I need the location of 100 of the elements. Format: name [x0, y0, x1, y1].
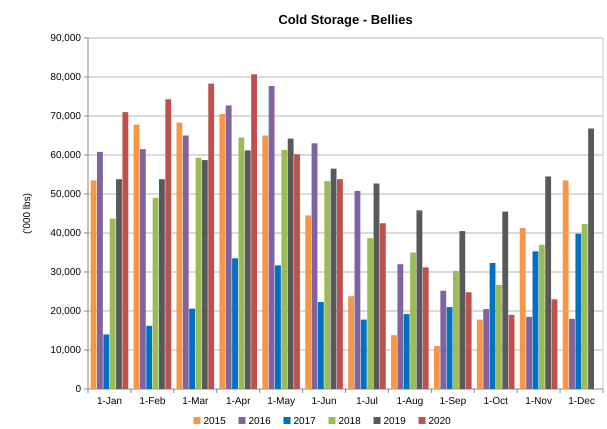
bar: [367, 238, 374, 389]
bar: [397, 264, 404, 389]
bar: [288, 138, 294, 389]
bar: [483, 309, 490, 389]
legend-label: 2019: [384, 416, 406, 427]
bar: [152, 198, 158, 389]
bar: [453, 270, 459, 389]
bar: [182, 136, 189, 389]
x-tick-label: 1-Jun: [312, 396, 337, 407]
bar: [312, 143, 318, 389]
bar: [404, 314, 410, 389]
x-tick-label: 1-Oct: [483, 396, 508, 407]
bar: [569, 318, 575, 389]
bar: [330, 168, 336, 389]
bar: [588, 128, 594, 389]
bar: [158, 179, 165, 389]
bar: [466, 292, 472, 389]
bar: [134, 124, 140, 389]
x-tick-label: 1-Aug: [396, 396, 424, 407]
bar: [538, 244, 545, 389]
bar: [244, 150, 251, 389]
x-tick-label: 1-Jan: [96, 396, 122, 407]
bar: [422, 267, 429, 389]
bar: [416, 210, 422, 389]
bar: [545, 176, 552, 389]
bar: [103, 334, 110, 389]
bar: [562, 180, 569, 389]
legend-label: 2015: [204, 416, 226, 427]
bar: [251, 74, 258, 389]
y-tick-label: 20,000: [50, 306, 82, 318]
bar: [90, 180, 96, 389]
bar: [532, 251, 538, 389]
legend-label: 2017: [294, 416, 316, 427]
bar: [446, 307, 453, 389]
bar: [575, 234, 582, 389]
bar: [176, 122, 182, 389]
bar: [116, 179, 122, 389]
bar: [202, 160, 208, 389]
bar: [219, 114, 226, 389]
bar: [520, 228, 526, 389]
bar: [360, 320, 367, 389]
bar: [476, 320, 483, 389]
y-tick-label: 70,000: [50, 111, 82, 122]
bar: [281, 150, 288, 389]
bar: [502, 212, 508, 389]
bar: [146, 326, 152, 389]
bar: [459, 231, 466, 389]
chart-title: Cold Storage - Bellies: [278, 12, 413, 27]
bar: [582, 224, 588, 389]
bar: [391, 335, 397, 389]
legend-label: 2018: [338, 416, 362, 427]
bar: [348, 296, 354, 389]
y-tick-label: 40,000: [50, 228, 82, 240]
bar: [294, 154, 300, 389]
x-tick-label: 1-Sep: [439, 396, 467, 407]
bar: [552, 299, 558, 389]
bar: [208, 84, 214, 389]
y-tick-label: 90,000: [50, 33, 82, 44]
x-tick-label: 1-Dec: [568, 396, 595, 407]
bar: [526, 316, 532, 389]
bar: [380, 223, 386, 389]
bar: [226, 105, 232, 389]
bar: [97, 152, 103, 389]
bar: [165, 99, 172, 389]
bar: [496, 284, 502, 389]
x-tick-label: 1-Nov: [525, 396, 552, 407]
x-tick-label: 1-Feb: [139, 396, 166, 407]
y-tick-label: 0: [75, 384, 82, 396]
bar: [318, 302, 324, 389]
y-tick-label: 10,000: [50, 345, 82, 356]
bar: [238, 137, 244, 389]
bar: [337, 179, 343, 389]
bar: [110, 218, 116, 389]
bar: [374, 183, 380, 389]
bar: [232, 258, 238, 389]
bar: [354, 190, 360, 389]
x-tick-label: 1-Apr: [226, 396, 252, 407]
x-tick-label: 1-May: [267, 396, 296, 407]
legend-label: 2016: [248, 416, 272, 427]
y-tick-label: 60,000: [50, 150, 82, 162]
bar: [324, 181, 330, 389]
bar: [410, 252, 416, 389]
y-tick-label: 50,000: [50, 189, 82, 200]
bar: [140, 149, 146, 389]
bar: [262, 136, 268, 389]
y-tick-label: 80,000: [50, 72, 82, 84]
bar: [440, 290, 446, 389]
bar: [122, 112, 128, 389]
bar: [508, 314, 515, 389]
bar: [434, 346, 440, 389]
bar: [275, 265, 281, 389]
x-tick-label: 1-Jul: [356, 396, 378, 407]
bar: [196, 158, 202, 389]
bar: [490, 263, 496, 389]
y-tick-label: 30,000: [50, 267, 82, 278]
bar: [305, 215, 312, 389]
bar: [189, 308, 196, 389]
y-axis-title: ('000 lbs): [22, 193, 33, 234]
legend-label: 2020: [428, 416, 452, 427]
x-tick-label: 1-Mar: [182, 396, 210, 407]
